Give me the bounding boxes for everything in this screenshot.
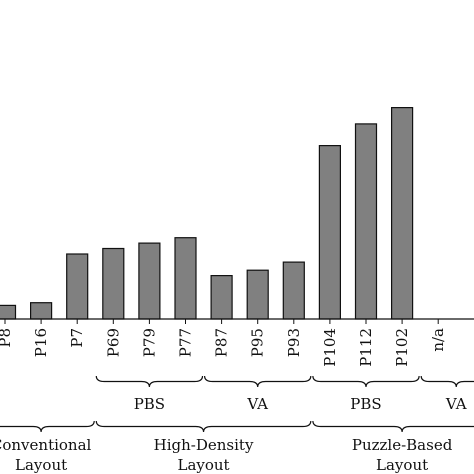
group-label-2-line-1: Layout [376,456,428,474]
label-layer: P8 P16 P7 P69 P79 P77 P87 P95 P93 P104 P112 P102 n/a… [0,328,467,474]
bar-P112 [354,123,378,320]
brace-layer [0,375,474,433]
subgroup-label-2: PBS [350,395,381,413]
subgroup-label-0: PBS [134,395,165,413]
tick-label-P112: P112 [357,328,375,367]
subgroup-brace-1 [204,375,312,388]
bars-layer [0,106,414,320]
tick-label-P104: P104 [321,328,339,367]
tick-label-P79: P79 [140,328,158,357]
group-label-2-line-0: Puzzle-Based [352,436,453,454]
bar-P8 [0,304,17,320]
tick-label-P102: P102 [393,328,411,367]
bar-P104 [318,145,341,320]
bar-P102 [391,106,414,320]
bar-P87 [210,275,233,320]
subgroup-label-3: VA [445,395,467,413]
bar-P16 [30,302,53,320]
tick-label-P16: P16 [32,328,50,357]
bar-P7 [66,253,89,320]
group-brace-0 [0,420,95,433]
subgroup-brace-2 [312,375,420,388]
subgroup-label-1: VA [246,395,268,413]
tick-label-n/a: n/a [429,328,447,352]
bar-P93 [282,261,305,320]
bar-P95 [246,269,269,320]
group-brace-2 [312,420,474,433]
tick-label-P8: P8 [0,328,14,348]
group-label-0-line-0: Conventional [0,436,92,454]
group-label-1-line-0: High-Density [154,436,254,454]
subgroup-brace-0 [95,375,204,388]
tick-label-P69: P69 [104,328,122,357]
tick-label-P87: P87 [213,328,231,357]
bar-P69 [102,247,125,320]
bar-P79 [138,242,161,320]
tick-label-P93: P93 [285,328,303,357]
bar-P77 [174,237,197,320]
tick-label-P95: P95 [249,328,267,357]
subgroup-brace-3 [420,375,474,388]
tick-layer [4,319,439,324]
group-brace-1 [95,420,312,433]
tick-label-P77: P77 [177,328,195,357]
tick-label-P7: P7 [68,328,86,348]
group-label-0-line-1: Layout [15,456,67,474]
group-label-1-line-1: Layout [177,456,229,474]
